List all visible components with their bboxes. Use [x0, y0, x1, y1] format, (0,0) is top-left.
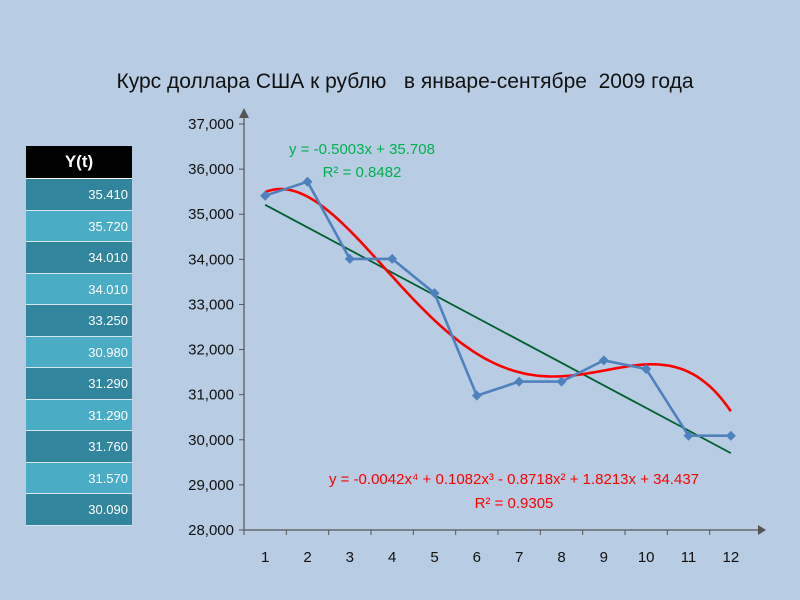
- data-point: [387, 253, 398, 264]
- x-tick-label: 4: [388, 549, 396, 566]
- data-point: [641, 363, 652, 374]
- poly-trendline: [264, 187, 732, 413]
- x-tick-label: 8: [557, 549, 565, 566]
- y-tick-label: 34,000: [188, 251, 234, 268]
- data-point: [725, 430, 736, 441]
- x-tick-label: 9: [600, 549, 608, 566]
- x-tick-label: 5: [430, 549, 438, 566]
- data-point: [344, 253, 355, 264]
- table-row: 35.410: [26, 179, 132, 211]
- y-tick-label: 37,000: [188, 116, 234, 133]
- y-axis-arrow: [239, 108, 249, 118]
- x-axis-arrow: [758, 525, 766, 535]
- y-tick-label: 30,000: [188, 432, 234, 449]
- y-tick-label: 36,000: [188, 161, 234, 178]
- x-tick-label: 7: [515, 549, 523, 566]
- table-row: 30.980: [26, 336, 132, 368]
- y-tick-label: 33,000: [188, 296, 234, 313]
- data-point: [598, 355, 609, 366]
- table-header: Y(t): [26, 146, 132, 179]
- y-values-table: Y(t) 35.410 35.720 34.010 34.010 33.250 30.98…: [26, 146, 132, 526]
- chart-title: Курс доллара США к рублю в январе-сентяб…: [116, 70, 694, 93]
- table-rows: 35.410 35.720 34.010 34.010 33.250 30.980 31.2…: [26, 179, 132, 526]
- table-row: 33.250: [26, 305, 132, 337]
- x-tick-label: 11: [681, 549, 697, 566]
- data-point: [429, 288, 440, 299]
- table-row: 35.720: [26, 210, 132, 242]
- table-row: 30.090: [26, 494, 132, 526]
- poly-equation-label: y = -0.0042x⁴ + 0.1082x³ - 0.8718x² + 1.…: [329, 471, 699, 488]
- table-row: 34.010: [26, 273, 132, 305]
- x-tick-label: 2: [303, 549, 311, 566]
- data-point: [556, 376, 567, 387]
- data-point: [683, 430, 694, 441]
- y-tick-label: 31,000: [188, 387, 234, 404]
- x-tick-label: 3: [346, 549, 354, 566]
- linear-trendline: [264, 204, 732, 454]
- x-tick-label: 6: [473, 549, 481, 566]
- table-row: 31.290: [26, 399, 132, 431]
- y-tick-label: 32,000: [188, 342, 234, 359]
- x-tick-label: 1: [261, 549, 269, 566]
- y-tick-label: 28,000: [188, 522, 234, 539]
- x-tick-label: 10: [638, 549, 655, 566]
- data-series-line: [264, 180, 731, 438]
- y-tick-label: 29,000: [188, 477, 234, 494]
- x-tick-label: 12: [722, 549, 739, 566]
- linear-r2-label: R² = 0.8482: [323, 164, 402, 181]
- data-point: [260, 190, 271, 201]
- poly-r2-label: R² = 0.9305: [475, 495, 554, 512]
- y-tick-label: 35,000: [188, 206, 234, 223]
- data-point: [514, 376, 525, 387]
- data-point: [302, 176, 313, 187]
- linear-equation-label: y = -0.5003x + 35.708: [289, 141, 435, 158]
- table-row: 34.010: [26, 242, 132, 274]
- data-point: [471, 390, 482, 401]
- table-row: 31.760: [26, 431, 132, 463]
- table-row: 31.570: [26, 462, 132, 494]
- table-row: 31.290: [26, 368, 132, 400]
